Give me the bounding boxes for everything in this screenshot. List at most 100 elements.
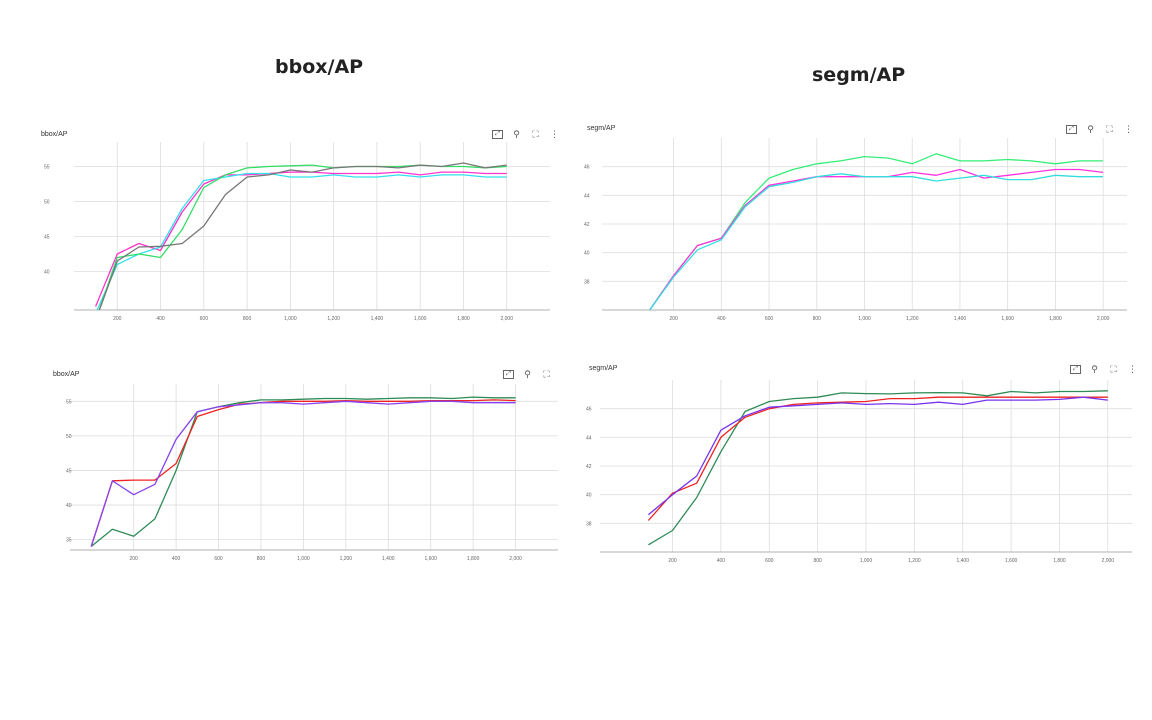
fullscreen-icon[interactable]: ⤢	[492, 130, 503, 139]
pin-icon[interactable]: ⚲	[1091, 364, 1098, 374]
chart-plot-bbox-bottom: 35 40 45 50 55 200 400 600 800 1,000 1,200 1,400 1,6…	[66, 384, 558, 562]
y-tick-label: 38	[586, 521, 592, 527]
chart-plot-segm-top: 38 40 42 44 46 200 400 600 800 1,000 1,200 1,400 1,6…	[584, 138, 1127, 322]
x-tick-label: 1,600	[414, 316, 427, 322]
pin-icon[interactable]: ⚲	[524, 369, 531, 379]
x-tick-label: 1,200	[906, 316, 919, 322]
x-tick-label: 1,800	[1053, 558, 1066, 564]
chart-plot-bbox-top: 40 45 50 55 200 400 600 800 1,000 1,200 1,400 1,600…	[44, 142, 550, 322]
chart-card-title: segm/AP	[587, 125, 616, 132]
y-tick-label: 38	[584, 279, 590, 285]
y-tick-label: 45	[66, 468, 72, 474]
fit-domain-icon[interactable]: ⛶	[1106, 124, 1113, 134]
fullscreen-icon[interactable]: ⤢	[1066, 125, 1077, 134]
x-tick-label: 1,600	[1001, 316, 1014, 322]
x-tick-label: 1,400	[954, 316, 967, 322]
pin-icon[interactable]: ⚲	[1087, 124, 1094, 134]
series-line-2	[649, 168, 1104, 310]
x-tick-label: 1,400	[382, 556, 395, 562]
x-tick-label: 600	[765, 316, 774, 322]
y-tick-label: 44	[586, 435, 592, 441]
fit-domain-icon[interactable]: ⛶	[532, 129, 539, 139]
more-icon[interactable]: ⋮	[1124, 124, 1133, 134]
y-tick-label: 46	[586, 407, 592, 413]
y-tick-label: 50	[66, 434, 72, 440]
x-tick-label: 200	[129, 556, 138, 562]
x-tick-label: 1,000	[858, 316, 871, 322]
x-tick-label: 600	[765, 558, 774, 564]
y-tick-label: 42	[586, 464, 592, 470]
x-tick-label: 2,000	[1102, 558, 1115, 564]
x-tick-label: 400	[717, 558, 726, 564]
series-line-3	[647, 396, 1108, 516]
series-line-4	[98, 162, 507, 310]
fullscreen-icon[interactable]: ⤢	[1070, 365, 1081, 374]
x-tick-label: 1,400	[371, 316, 384, 322]
series-line-2	[647, 396, 1108, 521]
series-line-3	[649, 173, 1104, 310]
x-tick-label: 1,000	[284, 316, 297, 322]
pin-icon[interactable]: ⚲	[513, 129, 520, 139]
chart-card-bbox-bottom: bbox/AP ⤢ ⚲ ⛶ 35 40 45 50 55 200 400 600 800 1,00…	[48, 366, 559, 564]
y-tick-label: 40	[66, 503, 72, 509]
fullscreen-icon[interactable]: ⤢	[503, 370, 514, 379]
y-tick-label: 40	[44, 270, 50, 276]
y-tick-label: 40	[586, 493, 592, 499]
x-tick-label: 1,000	[297, 556, 310, 562]
chart-card-segm-top: segm/AP ⤢ ⚲ ⛶ ⋮ 38 40 42 44 46 200 400 600 800 1,…	[582, 120, 1135, 332]
x-tick-label: 400	[172, 556, 181, 562]
series-line-1	[90, 396, 516, 548]
x-tick-label: 400	[156, 316, 165, 322]
y-tick-label: 35	[66, 538, 72, 544]
x-tick-label: 2,000	[509, 556, 522, 562]
y-tick-label: 50	[44, 200, 50, 206]
x-tick-label: 800	[813, 316, 822, 322]
x-tick-label: 1,000	[860, 558, 873, 564]
series-line-2	[90, 399, 516, 547]
chart-card-segm-bottom: segm/AP ⤢ ⚲ ⛶ ⋮ 38 40 42 44 46 200 400 600 800 1,…	[584, 360, 1137, 572]
more-icon[interactable]: ⋮	[550, 129, 559, 139]
chart-card-title: bbox/AP	[53, 371, 80, 378]
y-tick-label: 44	[584, 193, 590, 199]
more-icon[interactable]: ⋮	[1128, 364, 1137, 374]
y-tick-label: 46	[584, 165, 590, 171]
x-tick-label: 200	[669, 316, 678, 322]
x-tick-label: 1,200	[327, 316, 340, 322]
x-tick-label: 1,600	[1005, 558, 1018, 564]
x-tick-label: 1,800	[467, 556, 480, 562]
x-tick-label: 400	[717, 316, 726, 322]
x-tick-label: 1,800	[1049, 316, 1062, 322]
x-tick-label: 2,000	[500, 316, 513, 322]
series-line-3	[98, 164, 507, 310]
x-tick-label: 600	[214, 556, 223, 562]
x-tick-label: 200	[113, 316, 122, 322]
x-tick-label: 1,800	[457, 316, 470, 322]
y-tick-label: 55	[44, 165, 50, 171]
series-line-1	[94, 171, 507, 307]
chart-toolbar: ⤢ ⚲ ⛶	[503, 369, 552, 380]
chart-toolbar: ⤢ ⚲ ⛶ ⋮	[492, 129, 560, 140]
heading-segm-ap: segm/AP	[812, 64, 906, 86]
chart-card-title: bbox/AP	[41, 131, 68, 138]
fit-domain-icon[interactable]: ⛶	[1110, 364, 1117, 374]
chart-toolbar: ⤢ ⚲ ⛶ ⋮	[1066, 124, 1134, 135]
chart-card-title: segm/AP	[589, 365, 618, 372]
x-tick-label: 1,200	[340, 556, 353, 562]
chart-card-bbox-top: bbox/AP ⤢ ⚲ ⛶ ⋮ 40 45 50 55 200 400 600 800 1,00…	[36, 126, 559, 334]
heading-bbox-ap: bbox/AP	[275, 56, 364, 78]
y-tick-label: 40	[584, 251, 590, 257]
y-tick-label: 42	[584, 222, 590, 228]
x-tick-label: 800	[243, 316, 252, 322]
series-line-3	[90, 400, 516, 547]
x-tick-label: 800	[813, 558, 822, 564]
x-tick-label: 2,000	[1097, 316, 1110, 322]
x-tick-label: 800	[257, 556, 266, 562]
chart-plot-segm-bottom: 38 40 42 44 46 200 400 600 800 1,000 1,200 1,400 1,6…	[586, 380, 1132, 564]
fit-domain-icon[interactable]: ⛶	[543, 369, 550, 379]
series-line-2	[96, 172, 507, 310]
x-tick-label: 200	[668, 558, 677, 564]
series-line-1	[648, 390, 1108, 546]
x-tick-label: 1,200	[908, 558, 921, 564]
x-tick-label: 600	[200, 316, 209, 322]
y-tick-label: 45	[44, 235, 50, 241]
